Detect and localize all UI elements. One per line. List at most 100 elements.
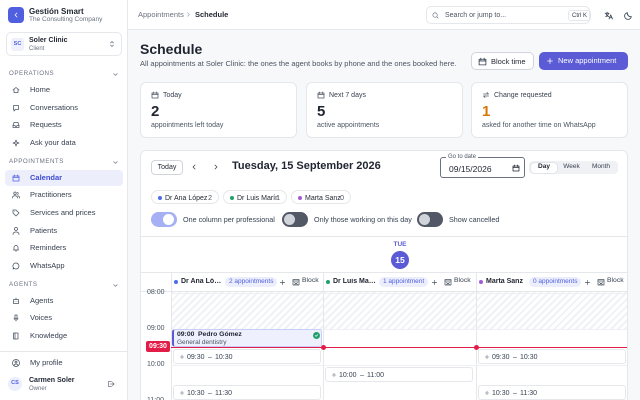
slot-end: 11:30 bbox=[520, 390, 537, 397]
logout-icon-shape bbox=[112, 382, 115, 386]
stat-icon bbox=[483, 92, 489, 98]
slot-separator: – bbox=[513, 354, 517, 361]
nav-icon-shape bbox=[14, 315, 18, 320]
column-add bbox=[431, 279, 438, 286]
column-block[interactable]: Block bbox=[302, 277, 319, 284]
slot-start: 10:30 bbox=[492, 390, 510, 397]
block-time-icon bbox=[478, 57, 487, 66]
client-name: Soler Clinic bbox=[29, 37, 68, 44]
profile-icon-shape bbox=[13, 363, 19, 366]
column-block-icon bbox=[444, 279, 452, 286]
free-slot[interactable]: 10:30–11:30 bbox=[478, 385, 626, 400]
language-button-shape bbox=[605, 12, 609, 18]
hour-line bbox=[171, 329, 627, 330]
nav-item[interactable]: Home bbox=[5, 82, 123, 98]
search-icon-shape bbox=[436, 16, 439, 19]
slot-start: 09:30 bbox=[187, 354, 205, 361]
nav-item[interactable]: Requests bbox=[5, 117, 123, 133]
stat-caption: asked for another time on WhatsApp bbox=[482, 122, 596, 129]
column-block[interactable]: Block bbox=[607, 277, 624, 284]
nav-label: Services and prices bbox=[30, 208, 96, 217]
column-block[interactable]: Block bbox=[454, 277, 471, 284]
page-title: Schedule bbox=[140, 41, 203, 57]
toggle[interactable] bbox=[417, 212, 443, 227]
column-name: Dr Ana López bbox=[181, 278, 222, 285]
practitioner-chip[interactable]: Marta Sanz 0 bbox=[291, 190, 351, 204]
appointment[interactable]: 09:00 Pedro Gómez General dentistry bbox=[172, 329, 322, 347]
view-option-active[interactable]: Day bbox=[531, 162, 557, 173]
new-appointment-label: New appointment bbox=[558, 56, 617, 65]
nav-item[interactable]: WhatsApp bbox=[5, 258, 123, 274]
practitioner-chip[interactable]: Dr Ana López 2 bbox=[151, 190, 219, 204]
nav-icon bbox=[13, 245, 19, 252]
nav-item[interactable]: Knowledge bbox=[5, 328, 123, 344]
practitioner-chip[interactable]: Dr Luis Marín 1 bbox=[223, 190, 287, 204]
nav-label: Calendar bbox=[30, 172, 63, 182]
confirmed-check bbox=[314, 334, 319, 337]
nav-item[interactable]: Services and prices bbox=[5, 205, 123, 221]
column-dot bbox=[479, 280, 483, 284]
nav-icon-shape bbox=[14, 226, 18, 231]
nav-item[interactable]: Agents bbox=[5, 293, 123, 309]
brand-icon-shape bbox=[14, 12, 18, 18]
toggle[interactable] bbox=[282, 212, 308, 227]
nav-icon bbox=[12, 122, 20, 129]
calendar-panel: Today Tuesday, 15 September 2026 Go to dat… bbox=[140, 150, 628, 400]
nav-section-chevron-shape bbox=[113, 161, 118, 164]
nav-item[interactable]: Reminders bbox=[5, 240, 123, 256]
view-option[interactable]: Month bbox=[591, 163, 611, 171]
practitioner-count: 0 bbox=[340, 194, 344, 202]
nav-icon-shape bbox=[12, 209, 20, 217]
free-slot-plus bbox=[179, 390, 185, 396]
topbar: Appointments Schedule Search or jump to...… bbox=[128, 0, 640, 30]
free-slot[interactable]: 09:30–10:30 bbox=[478, 349, 626, 364]
block-time-button[interactable]: Block time bbox=[471, 52, 534, 70]
unavailable-hatch bbox=[477, 292, 627, 329]
stat-icon bbox=[151, 91, 159, 99]
nav-item[interactable]: Ask your data bbox=[5, 135, 123, 151]
breadcrumb-separator bbox=[187, 12, 190, 17]
view-option[interactable]: Week bbox=[563, 163, 580, 171]
free-slot[interactable]: 10:00–11:00 bbox=[325, 367, 473, 382]
current-date: Tuesday, 15 September 2026 bbox=[232, 160, 381, 172]
nav-item[interactable]: Patients bbox=[5, 223, 123, 239]
client-selector[interactable]: SC Soler Clinic Client bbox=[6, 32, 122, 56]
column-block-icon-shape bbox=[294, 282, 298, 285]
toggle[interactable] bbox=[151, 212, 177, 227]
client-toggle-icon bbox=[110, 41, 114, 47]
divider bbox=[141, 291, 627, 292]
free-slot-plus bbox=[331, 372, 337, 378]
nav-icon bbox=[12, 262, 20, 270]
nav-item-active[interactable]: Calendar bbox=[5, 169, 123, 186]
logout-icon bbox=[108, 381, 115, 387]
nav-icon-shape bbox=[13, 89, 19, 93]
breadcrumb[interactable]: Appointments bbox=[138, 10, 184, 19]
nav-profile[interactable]: My profile bbox=[5, 355, 123, 371]
nav-icon-shape bbox=[17, 195, 20, 199]
appointment-title: Pedro Gómez bbox=[198, 331, 242, 338]
nav-icon bbox=[12, 87, 20, 93]
nav-item[interactable]: Voices bbox=[5, 310, 123, 326]
today-button[interactable]: Today bbox=[151, 160, 183, 175]
nav-section-title: APPOINTMENTS bbox=[9, 157, 64, 165]
new-appointment-button[interactable]: New appointment bbox=[539, 52, 628, 70]
date-input[interactable]: Go to date 09/15/2026 bbox=[440, 154, 525, 178]
column-add bbox=[279, 279, 286, 286]
toggle-knob bbox=[163, 214, 174, 225]
column-block-icon bbox=[292, 279, 300, 286]
toggle-label: Show cancelled bbox=[449, 215, 500, 224]
free-slot[interactable]: 10:30–11:30 bbox=[173, 385, 321, 400]
nav-label: Voices bbox=[30, 313, 53, 323]
slot-end: 10:30 bbox=[215, 354, 233, 361]
nav-icon bbox=[12, 139, 20, 147]
nav-item[interactable]: Conversations bbox=[5, 100, 123, 116]
view-switch: Day Week Month bbox=[529, 161, 618, 174]
practitioner-dot bbox=[298, 196, 302, 200]
nav-item[interactable]: Practitioners bbox=[5, 187, 123, 203]
stat-label: Change requested bbox=[494, 92, 552, 99]
slot-start: 10:30 bbox=[187, 390, 205, 397]
free-slot[interactable]: 09:30–10:30 bbox=[173, 349, 321, 364]
now-line bbox=[171, 347, 627, 348]
nav-icon-shape bbox=[12, 195, 18, 199]
search-box[interactable]: Search or jump to... Ctrl K bbox=[426, 6, 591, 24]
